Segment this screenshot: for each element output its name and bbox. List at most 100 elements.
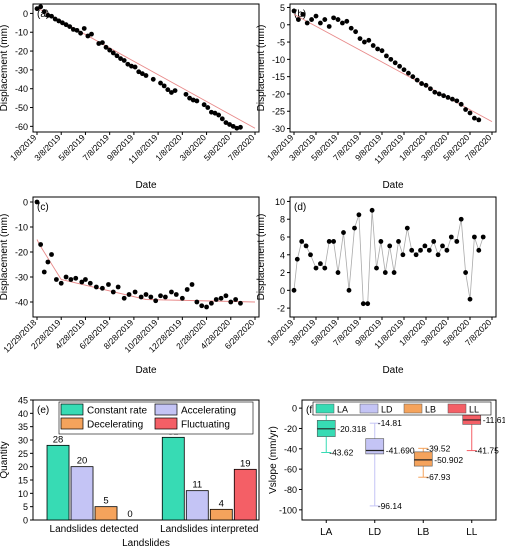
- y-tick-label: -10: [272, 55, 285, 65]
- y-tick-label: 10: [18, 489, 28, 499]
- data-point: [414, 77, 420, 83]
- y-tick-label: 8: [280, 215, 285, 225]
- data-point: [409, 247, 415, 253]
- box-min-label: -96.14: [378, 501, 402, 511]
- data-point: [115, 284, 121, 290]
- data-point: [213, 297, 219, 302]
- data-point: [428, 86, 433, 92]
- y-tick-label: 6: [280, 233, 285, 243]
- panel-label-b: (b): [294, 9, 306, 20]
- data-point: [49, 13, 54, 19]
- data-point: [458, 216, 464, 222]
- data-point: [467, 110, 473, 116]
- data-point: [79, 279, 85, 285]
- box-min-label: -41.75: [475, 446, 499, 456]
- data-point: [183, 91, 189, 97]
- data-point: [114, 53, 120, 59]
- data-point: [223, 293, 229, 299]
- data-point: [223, 120, 229, 125]
- data-point: [118, 56, 123, 61]
- data-point: [150, 76, 156, 82]
- plot-frame-f: [301, 399, 497, 521]
- data-point: [158, 293, 163, 299]
- plot-frame-e: [32, 399, 260, 521]
- data-point: [309, 17, 314, 22]
- data-point: [81, 26, 87, 31]
- data-point: [125, 61, 131, 67]
- data-point: [218, 295, 224, 301]
- data-point: [335, 270, 341, 275]
- data-point: [153, 298, 159, 304]
- data-point: [74, 27, 80, 33]
- bar-value-label: 11: [192, 480, 202, 491]
- legend-swatch: [60, 417, 84, 430]
- box-min-label: -43.62: [329, 447, 353, 457]
- category-label: Landslides interpreted: [160, 524, 258, 535]
- plot-frame-a: [32, 3, 260, 133]
- data-point: [326, 24, 332, 29]
- data-point: [322, 17, 328, 22]
- data-point: [362, 39, 367, 45]
- data-point: [375, 46, 380, 52]
- y-tick-label: -20: [284, 424, 297, 434]
- y-axis-label-e: Quantity: [0, 441, 10, 478]
- y-tick-label: 0: [292, 404, 297, 414]
- data-point: [440, 243, 445, 249]
- data-point: [426, 247, 432, 253]
- data-point: [103, 44, 109, 50]
- legend-swatch: [403, 403, 423, 414]
- box: [413, 451, 433, 467]
- data-point: [184, 287, 190, 292]
- data-point: [41, 269, 47, 275]
- y-tick-label: -20: [272, 89, 285, 99]
- data-point: [233, 297, 239, 302]
- data-point: [143, 73, 149, 78]
- bar-value-label: 20: [77, 456, 88, 467]
- data-point: [87, 280, 93, 286]
- panel-label-c: (c): [37, 202, 49, 213]
- box: [462, 413, 482, 425]
- legend-swatch: [447, 403, 467, 414]
- data-point: [344, 18, 350, 24]
- data-point: [472, 234, 477, 240]
- data-point: [335, 17, 341, 22]
- data-point: [96, 41, 102, 46]
- panel-label-a: (a): [37, 9, 49, 20]
- data-point: [228, 299, 234, 305]
- data-point: [73, 275, 79, 281]
- data-point: [422, 243, 428, 249]
- data-point: [139, 71, 145, 77]
- data-point: [70, 27, 76, 32]
- data-point: [179, 295, 185, 301]
- y-tick-label: 0: [23, 198, 28, 208]
- data-point: [435, 252, 441, 258]
- data-point: [110, 50, 116, 56]
- data-point: [322, 265, 328, 271]
- data-point: [219, 116, 225, 122]
- data-point: [204, 304, 209, 310]
- bar-value-label: 19: [240, 458, 251, 469]
- data-point: [441, 93, 446, 99]
- legend-label: Constant rate: [87, 406, 147, 417]
- legend-label: LA: [337, 405, 348, 415]
- legend-swatch: [359, 403, 379, 414]
- data-point: [448, 234, 454, 240]
- data-point: [379, 48, 385, 54]
- data-point: [360, 301, 366, 307]
- y-axis-label-b: Displacement (mm): [256, 25, 267, 112]
- data-point: [299, 239, 305, 244]
- y-tick-label: -25: [272, 107, 285, 117]
- legend-label: LD: [381, 405, 393, 415]
- data-point: [366, 37, 372, 43]
- data-point: [346, 287, 352, 293]
- data-point: [431, 239, 437, 244]
- bar-value-label: 5: [103, 496, 108, 507]
- bar-value-label: 4: [219, 498, 224, 509]
- data-point: [391, 270, 397, 275]
- data-point: [308, 252, 313, 258]
- category-label: LB: [417, 527, 430, 538]
- y-axis-label-f: Vslope (mm/yr): [268, 426, 279, 494]
- data-point: [326, 239, 332, 244]
- data-point: [209, 300, 214, 306]
- box-max-label: -14.81: [378, 418, 402, 428]
